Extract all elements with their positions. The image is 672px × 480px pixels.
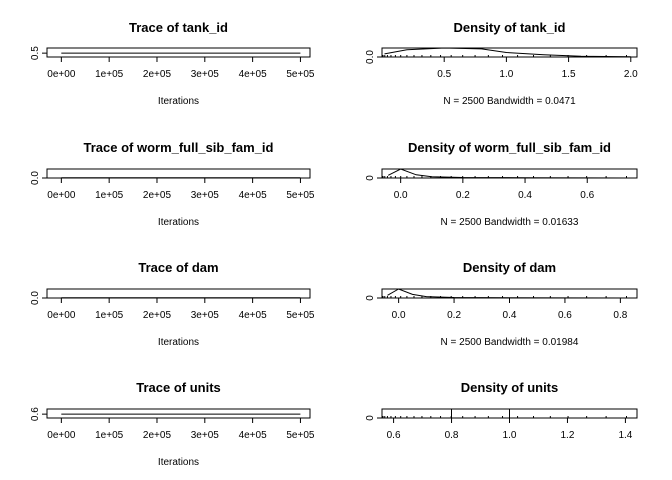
y-tick-label: 0.0 (30, 291, 41, 305)
y-tick-label: 0 (365, 175, 376, 181)
x-tick-label: 0.0 (392, 310, 406, 321)
x-tick-label: 5e+05 (286, 310, 315, 321)
rug-marks (381, 296, 627, 298)
x-tick-label: 5e+05 (286, 190, 315, 201)
trace-panel: Trace of dam 0.0 0e+00 1e+05 2e+05 3e+05 4e+05… (30, 260, 315, 348)
x-axis-label: N = 2500 Bandwidth = 0.01633 (441, 217, 579, 228)
trace-panel: Trace of worm_full_sib_fam_id 0.0 0e+00 1e+… (30, 140, 315, 228)
y-tick-label: 0.0 (30, 171, 41, 185)
x-tick-label: 2e+05 (143, 430, 172, 441)
x-tick-label: 0.4 (503, 310, 517, 321)
x-tick-label: 0.4 (518, 190, 532, 201)
x-axis-label: N = 2500 Bandwidth = 0.0471 (443, 96, 576, 107)
x-tick-label: 4e+05 (239, 430, 268, 441)
y-tick-label: 0.0 (365, 50, 376, 64)
x-tick-label: 0.8 (445, 430, 459, 441)
x-tick-label: 2.0 (624, 69, 638, 80)
plot-frame (381, 47, 638, 58)
x-tick-label: 1.0 (499, 69, 513, 80)
plot-frame (46, 47, 311, 58)
x-tick-label: 1.5 (562, 69, 576, 80)
panel-title: Density of units (461, 380, 559, 395)
x-tick-label: 0.6 (558, 310, 572, 321)
x-tick-label: 0e+00 (47, 310, 76, 321)
density-panel: Density of worm_full_sib_fam_id 0 0.0 0.2 0.… (365, 140, 638, 228)
panel-title: Density of tank_id (454, 20, 566, 35)
y-tick-label: 0 (365, 295, 376, 301)
x-tick-label: 1e+05 (95, 190, 124, 201)
plot-frame (46, 408, 311, 419)
x-tick-label: 2e+05 (143, 69, 172, 80)
x-tick-label: 1e+05 (95, 69, 124, 80)
density-curve (387, 288, 632, 299)
x-tick-label: 0.6 (387, 430, 401, 441)
panel-title: Trace of worm_full_sib_fam_id (83, 140, 273, 155)
x-tick-label: 5e+05 (286, 69, 315, 80)
x-tick-label: 5e+05 (286, 430, 315, 441)
plot-frame (381, 288, 638, 299)
x-tick-label: 0e+00 (47, 69, 76, 80)
rug-marks (381, 416, 627, 418)
density-panel: Density of tank_id 0.0 0.5 1.0 1.5 2.0 N = 250… (365, 20, 638, 107)
x-tick-label: 0e+00 (47, 430, 76, 441)
panel-title: Trace of tank_id (129, 20, 228, 35)
x-axis-label: Iterations (158, 96, 199, 107)
x-tick-label: 1e+05 (95, 310, 124, 321)
x-tick-label: 3e+05 (191, 190, 220, 201)
x-tick-label: 3e+05 (191, 430, 220, 441)
x-tick-label: 4e+05 (239, 310, 268, 321)
x-tick-label: 0.2 (456, 190, 470, 201)
x-tick-label: 3e+05 (191, 69, 220, 80)
x-tick-label: 0e+00 (47, 190, 76, 201)
x-axis-label: Iterations (158, 457, 199, 468)
plot-frame (46, 168, 311, 179)
x-tick-label: 1.0 (503, 430, 517, 441)
panel-title: Trace of dam (138, 260, 218, 275)
x-tick-label: 1e+05 (95, 430, 124, 441)
x-tick-label: 0.0 (394, 190, 408, 201)
x-tick-label: 4e+05 (239, 190, 268, 201)
plot-frame (46, 288, 311, 299)
x-tick-label: 0.8 (613, 310, 627, 321)
y-tick-label: 0 (365, 415, 376, 421)
x-tick-label: 0.5 (437, 69, 451, 80)
x-axis-label: N = 2500 Bandwidth = 0.01984 (441, 337, 579, 348)
panel-title: Trace of units (136, 380, 221, 395)
x-tick-label: 1.4 (618, 430, 632, 441)
rug-marks (381, 176, 627, 178)
rug-marks (381, 55, 627, 57)
density-panel: Density of dam 0 0.0 0.2 0.4 0.6 0.8 N = 2500 B… (365, 260, 638, 348)
x-tick-label: 2e+05 (143, 190, 172, 201)
x-axis-label: Iterations (158, 217, 199, 228)
panel-title: Density of dam (463, 260, 556, 275)
panel-title: Density of worm_full_sib_fam_id (408, 140, 611, 155)
x-tick-label: 1.2 (561, 430, 575, 441)
trace-panel: Trace of units 0.6 0e+00 1e+05 2e+05 3e+05 4e+… (30, 380, 315, 468)
y-tick-label: 0.5 (30, 46, 41, 60)
density-curve (451, 408, 510, 418)
x-tick-label: 4e+05 (239, 69, 268, 80)
x-tick-label: 0.2 (447, 310, 461, 321)
x-tick-label: 2e+05 (143, 310, 172, 321)
plot-frame (381, 168, 638, 179)
x-tick-label: 0.6 (580, 190, 594, 201)
x-tick-label: 3e+05 (191, 310, 220, 321)
x-axis-label: Iterations (158, 337, 199, 348)
density-curve (387, 168, 631, 179)
density-panel: Density of units 0 0.6 0.8 1.0 1.2 1.4 (365, 380, 638, 441)
trace-panel: Trace of tank_id 0.5 0e+00 1e+05 2e+05 3e+05 4… (30, 20, 315, 107)
y-tick-label: 0.6 (30, 407, 41, 421)
density-curve (384, 47, 631, 58)
